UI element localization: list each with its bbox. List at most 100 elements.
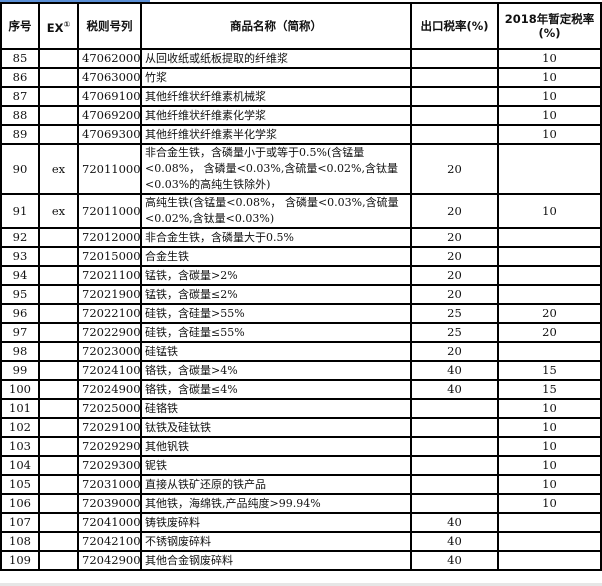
selection-bar <box>0 0 150 3</box>
cell-seq: 93 <box>0 246 40 267</box>
header-provisional-rate: 2018年暂定税率(%) <box>497 2 602 50</box>
cell-ex <box>38 360 79 381</box>
cell-code: 72031000 <box>77 474 142 495</box>
cell-ex: ex <box>38 143 79 195</box>
cell-name: 其他合金钢废碎料 <box>140 550 412 571</box>
cell-code: 72012000 <box>77 227 142 248</box>
cell-export-rate: 20 <box>410 227 499 248</box>
cell-seq: 101 <box>0 398 40 419</box>
cell-name: 铬铁，含碳量≤4% <box>140 379 412 400</box>
cell-seq: 89 <box>0 124 40 145</box>
cell-seq: 94 <box>0 265 40 286</box>
cell-name: 其他纤维状纤维素化学浆 <box>140 105 412 126</box>
header-ex: EX① <box>38 2 79 50</box>
table-row: 85 47062000 从回收纸或纸板提取的纤维浆 10 <box>0 48 602 69</box>
cell-seq: 100 <box>0 379 40 400</box>
cell-name: 从回收纸或纸板提取的纤维浆 <box>140 48 412 69</box>
table-row: 90 ex 72011000 非合金生铁，含磷量小于或等于0.5%(含锰量<0.08%… <box>0 143 602 195</box>
cell-ex <box>38 493 79 514</box>
table-row: 99 72024100 铬铁，含碳量>4% 40 15 <box>0 360 602 381</box>
table-row: 93 72015000 合金生铁 20 <box>0 246 602 267</box>
cell-ex <box>38 284 79 305</box>
cell-code: 72042900 <box>77 550 142 571</box>
cell-ex <box>38 67 79 88</box>
cell-name: 铌铁 <box>140 455 412 476</box>
table-row: 108 72042100 不锈钢废碎料 40 <box>0 531 602 552</box>
cell-name: 铬铁，含碳量>4% <box>140 360 412 381</box>
cell-ex <box>38 322 79 343</box>
table-row: 89 47069300 其他纤维状纤维素半化学浆 10 <box>0 124 602 145</box>
cell-provisional-rate: 10 <box>497 86 602 107</box>
cell-ex: ex <box>38 193 79 229</box>
header-export-rate: 出口税率(%) <box>410 2 499 50</box>
cell-provisional-rate <box>497 227 602 248</box>
cell-code: 72022100 <box>77 303 142 324</box>
cell-name: 锰铁，含碳量≤2% <box>140 284 412 305</box>
cell-seq: 106 <box>0 493 40 514</box>
cell-export-rate <box>410 455 499 476</box>
cell-ex <box>38 455 79 476</box>
table-row: 96 72022100 硅铁，含硅量>55% 25 20 <box>0 303 602 324</box>
header-seq: 序号 <box>0 2 40 50</box>
table-row: 100 72024900 铬铁，含碳量≤4% 40 15 <box>0 379 602 400</box>
cell-code: 72015000 <box>77 246 142 267</box>
cell-export-rate <box>410 105 499 126</box>
cell-provisional-rate: 10 <box>497 124 602 145</box>
table-row: 105 72031000 直接从铁矿还原的铁产品 10 <box>0 474 602 495</box>
cell-provisional-rate: 10 <box>497 436 602 457</box>
cell-export-rate: 20 <box>410 246 499 267</box>
cell-export-rate <box>410 493 499 514</box>
table-row: 87 47069100 其他纤维状纤维素机械浆 10 <box>0 86 602 107</box>
cell-code: 72029100 <box>77 417 142 438</box>
cell-name: 其他纤维状纤维素半化学浆 <box>140 124 412 145</box>
cell-ex <box>38 124 79 145</box>
cell-export-rate: 20 <box>410 193 499 229</box>
cell-export-rate <box>410 474 499 495</box>
cell-ex <box>38 227 79 248</box>
cell-provisional-rate <box>497 550 602 571</box>
table-row: 103 72029290 其他钒铁 10 <box>0 436 602 457</box>
table-row: 98 72023000 硅锰铁 20 <box>0 341 602 362</box>
cell-provisional-rate <box>497 284 602 305</box>
cell-export-rate: 25 <box>410 322 499 343</box>
cell-ex <box>38 105 79 126</box>
cell-code: 72022900 <box>77 322 142 343</box>
cell-export-rate: 40 <box>410 512 499 533</box>
header-row: 序号 EX① 税则号列 商品名称（简称） 出口税率(%) 2018年暂定税率(%… <box>0 2 602 50</box>
cell-seq: 90 <box>0 143 40 195</box>
cell-name: 高纯生铁(含锰量<0.08%， 含磷量<0.03%,含硫量<0.02%,含钛量<… <box>140 193 412 229</box>
cell-ex <box>38 436 79 457</box>
table-row: 109 72042900 其他合金钢废碎料 40 <box>0 550 602 571</box>
table-row: 95 72021900 锰铁，含碳量≤2% 20 <box>0 284 602 305</box>
table-row: 91 ex 72011000 高纯生铁(含锰量<0.08%， 含磷量<0.03%,含硫… <box>0 193 602 229</box>
cell-export-rate: 20 <box>410 265 499 286</box>
header-ex-footnote: ① <box>63 19 71 29</box>
cell-seq: 99 <box>0 360 40 381</box>
cell-provisional-rate: 10 <box>497 455 602 476</box>
cell-seq: 104 <box>0 455 40 476</box>
cell-provisional-rate <box>497 341 602 362</box>
cell-ex <box>38 398 79 419</box>
cell-seq: 102 <box>0 417 40 438</box>
cell-provisional-rate: 20 <box>497 303 602 324</box>
table-row: 94 72021100 锰铁，含碳量>2% 20 <box>0 265 602 286</box>
cell-seq: 107 <box>0 512 40 533</box>
cell-name: 合金生铁 <box>140 246 412 267</box>
cell-code: 72042100 <box>77 531 142 552</box>
cell-export-rate <box>410 86 499 107</box>
cell-provisional-rate: 10 <box>497 474 602 495</box>
cell-code: 72025000 <box>77 398 142 419</box>
cell-export-rate <box>410 124 499 145</box>
cell-provisional-rate: 15 <box>497 360 602 381</box>
cell-ex <box>38 417 79 438</box>
cell-provisional-rate: 10 <box>497 105 602 126</box>
cell-export-rate: 20 <box>410 284 499 305</box>
cell-name: 不锈钢废碎料 <box>140 531 412 552</box>
cell-name: 其他铁，海绵铁,产品纯度>99.94% <box>140 493 412 514</box>
cell-provisional-rate: 10 <box>497 417 602 438</box>
cell-ex <box>38 531 79 552</box>
cell-code: 72011000 <box>77 193 142 229</box>
cell-export-rate: 20 <box>410 143 499 195</box>
table-row: 88 47069200 其他纤维状纤维素化学浆 10 <box>0 105 602 126</box>
cell-provisional-rate <box>497 246 602 267</box>
